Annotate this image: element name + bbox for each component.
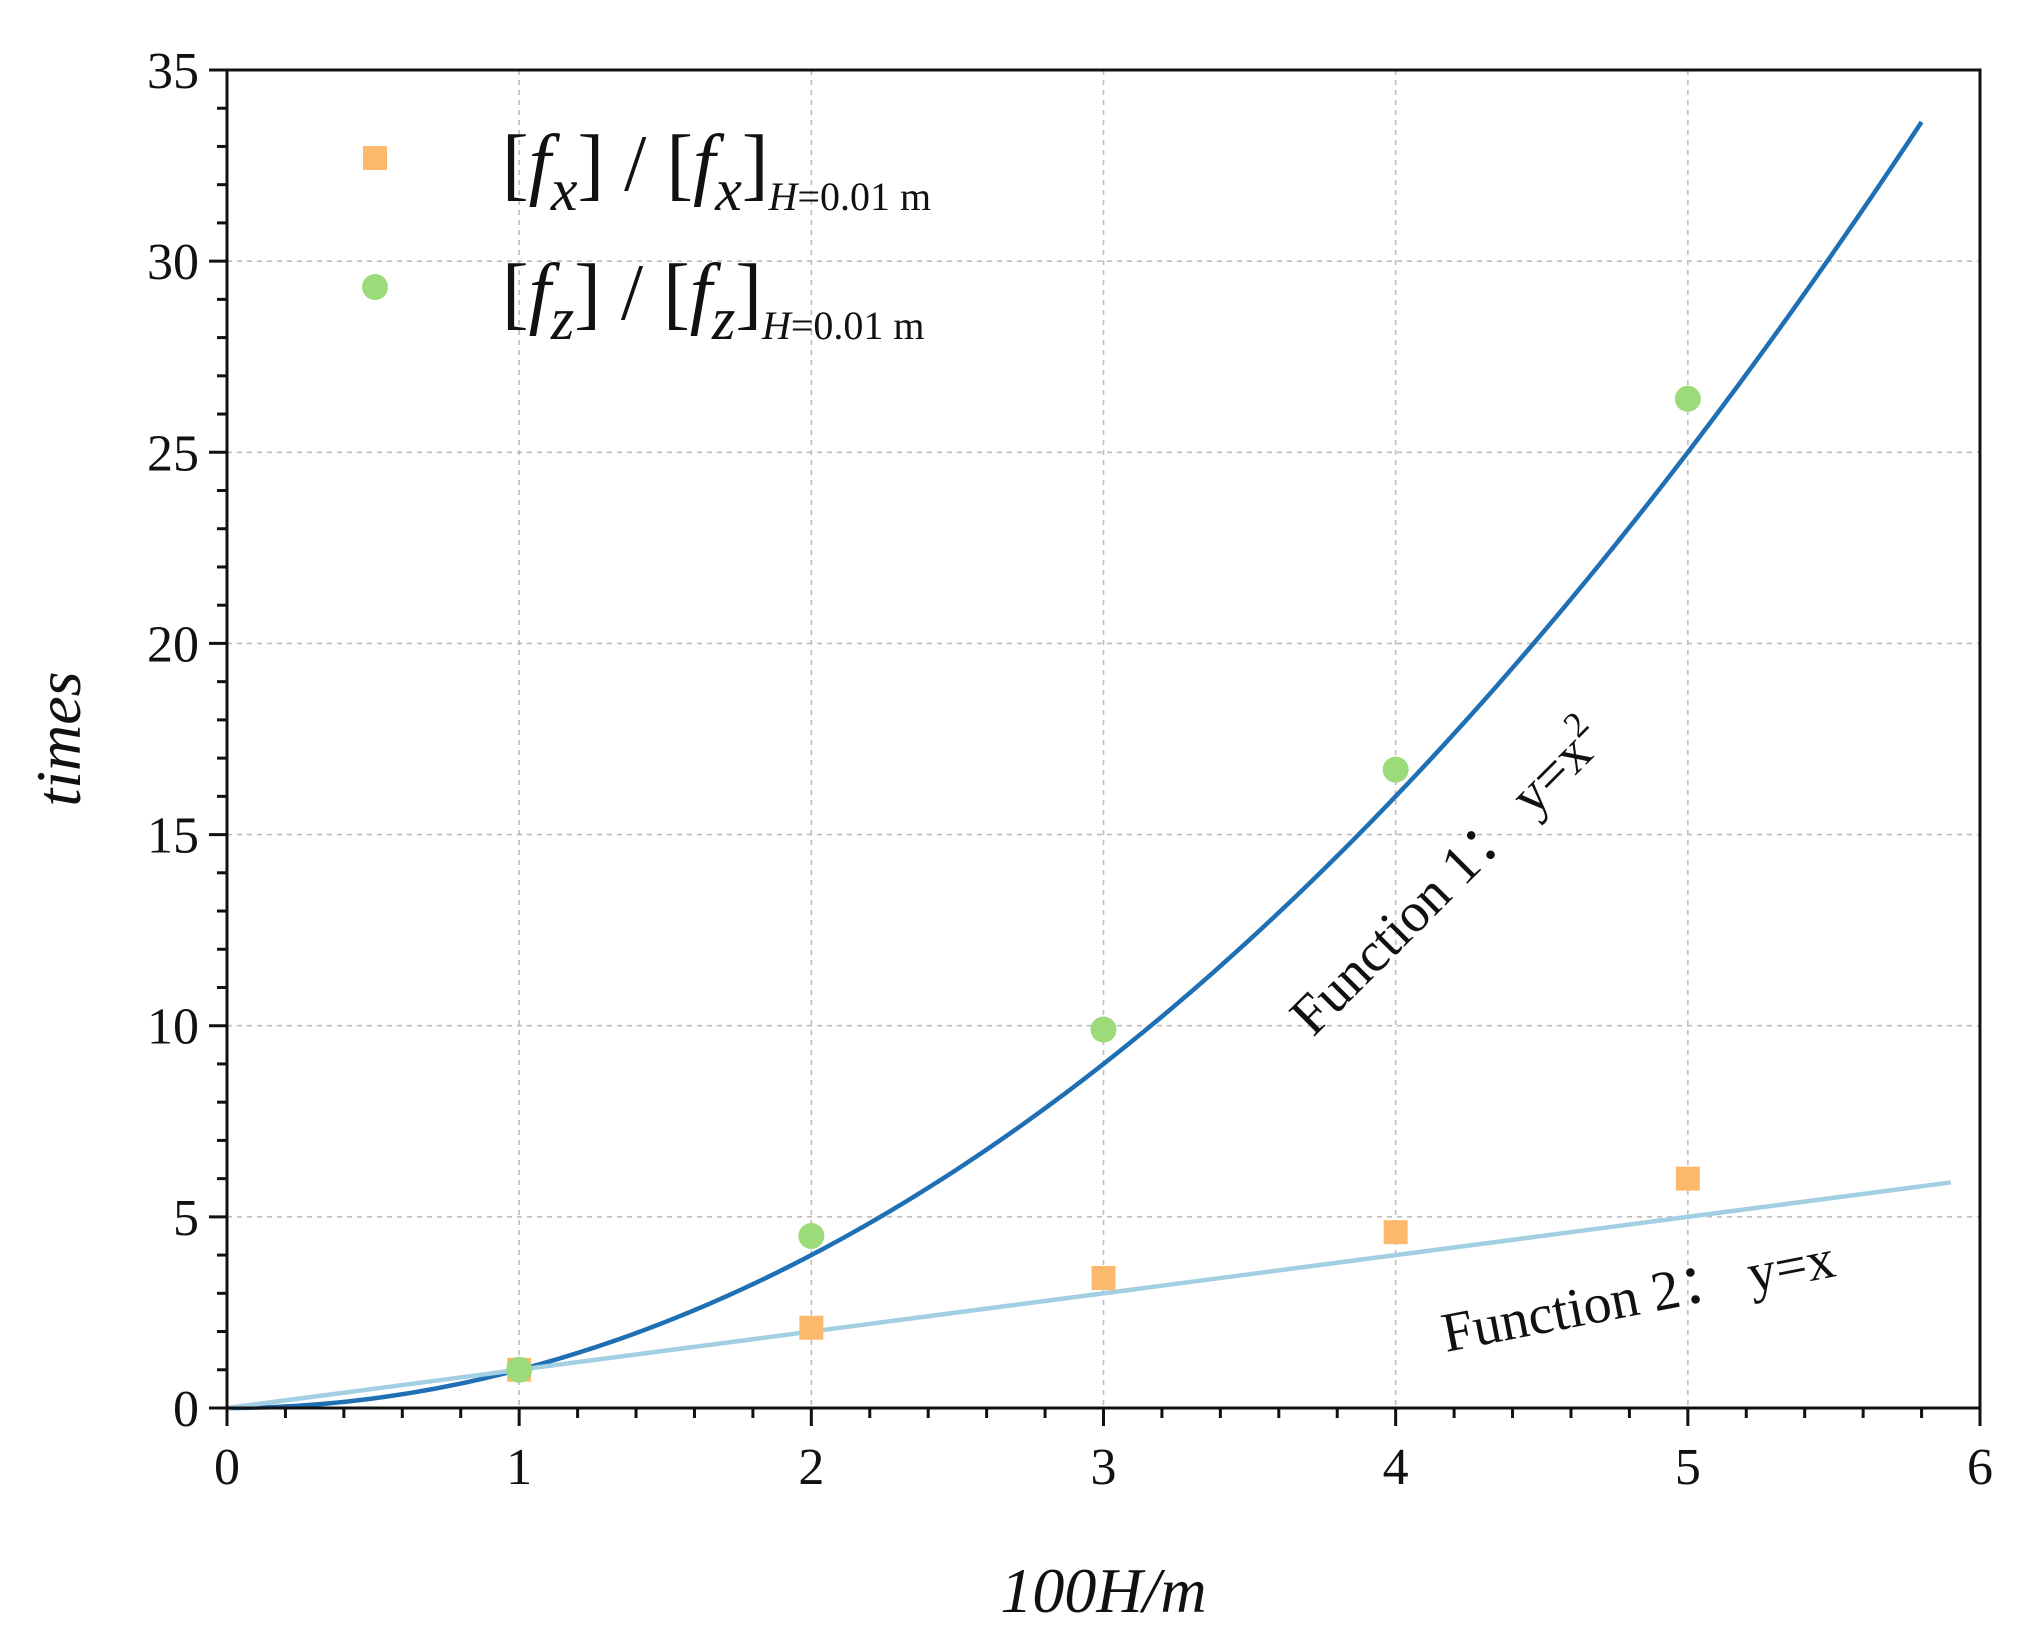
function-label-equation: y=x <box>1742 1228 1840 1306</box>
x-tick-label: 0 <box>214 1439 240 1496</box>
y-tick-label: 15 <box>147 808 199 865</box>
function-label-name: Function 1： <box>1278 783 1542 1047</box>
y-tick-label: 0 <box>173 1381 199 1438</box>
function-2-label: Function 2： y=x <box>1437 1228 1840 1365</box>
y-tick-label: 25 <box>147 425 199 482</box>
fx-ratio-point <box>799 1315 824 1340</box>
fz-ratio-point <box>1090 1016 1117 1043</box>
fz-ratio-point <box>1674 385 1701 412</box>
tick-marks <box>209 68 1982 1426</box>
legend-label-part: [ <box>502 120 529 208</box>
legend-label-part: [ <box>502 249 529 337</box>
legend: [fx] / [fx]H=0.01 m [fz] / [fz]H=0.01 m <box>362 120 931 352</box>
y-tick-label: 30 <box>147 234 199 291</box>
function-label-name: Function 2： <box>1437 1245 1754 1365</box>
legend-label-part: =0.01 m <box>797 174 931 219</box>
legend-label-part: z <box>711 286 735 352</box>
legend-label-part: =0.01 m <box>791 303 925 348</box>
legend-label-part: ] <box>735 249 762 337</box>
tick-labels: 0 1 2 3 4 5 6 0 5 10 15 20 25 30 35 <box>147 43 1993 1496</box>
x-tick-label: 3 <box>1091 1439 1117 1496</box>
x-tick-label: 5 <box>1675 1439 1701 1496</box>
fx-ratio-point <box>1675 1166 1700 1191</box>
legend-label-part: H <box>768 174 800 219</box>
legend-label-part: x <box>714 157 742 223</box>
function-labels: Function 1： y=x2 Function 2： y=x <box>1273 704 1840 1365</box>
y-tick-label: 35 <box>147 43 199 100</box>
y-tick-label: 5 <box>173 1190 199 1247</box>
fz-ratio-point <box>798 1222 825 1249</box>
function-1-label: Function 1： y=x2 <box>1273 704 1616 1047</box>
fz-ratio-point <box>506 1356 533 1383</box>
fx-ratio-point <box>1091 1266 1116 1291</box>
legend-label-part: ] / [ <box>578 120 694 208</box>
legend-label-part: H <box>761 303 793 348</box>
y-axis-label: times <box>23 671 94 806</box>
legend-label-part: ] / [ <box>574 249 690 337</box>
fz-ratio-point <box>1382 756 1409 783</box>
y-tick-label: 20 <box>147 616 199 673</box>
legend-label-part: x <box>550 157 578 223</box>
grid <box>227 70 1980 1408</box>
y-tick-label: 10 <box>147 999 199 1056</box>
function-1-line <box>226 120 1924 1411</box>
x-tick-label: 2 <box>798 1439 824 1496</box>
legend-label-part: ] <box>742 120 769 208</box>
legend-square-marker <box>363 146 387 170</box>
x-tick-label: 4 <box>1383 1439 1409 1496</box>
legend-label: [fx] / [fx]H=0.01 m <box>502 120 931 223</box>
legend-label-part: z <box>550 286 574 352</box>
data-points <box>506 385 1701 1383</box>
legend-label: [fz] / [fz]H=0.01 m <box>502 249 925 352</box>
legend-circle-marker <box>362 274 388 300</box>
fx-ratio-point <box>1383 1220 1408 1245</box>
function-curves <box>226 120 1952 1411</box>
x-tick-label: 1 <box>506 1439 532 1496</box>
x-axis-label: 100H/m <box>1000 1555 1206 1626</box>
x-tick-label: 6 <box>1967 1439 1993 1496</box>
